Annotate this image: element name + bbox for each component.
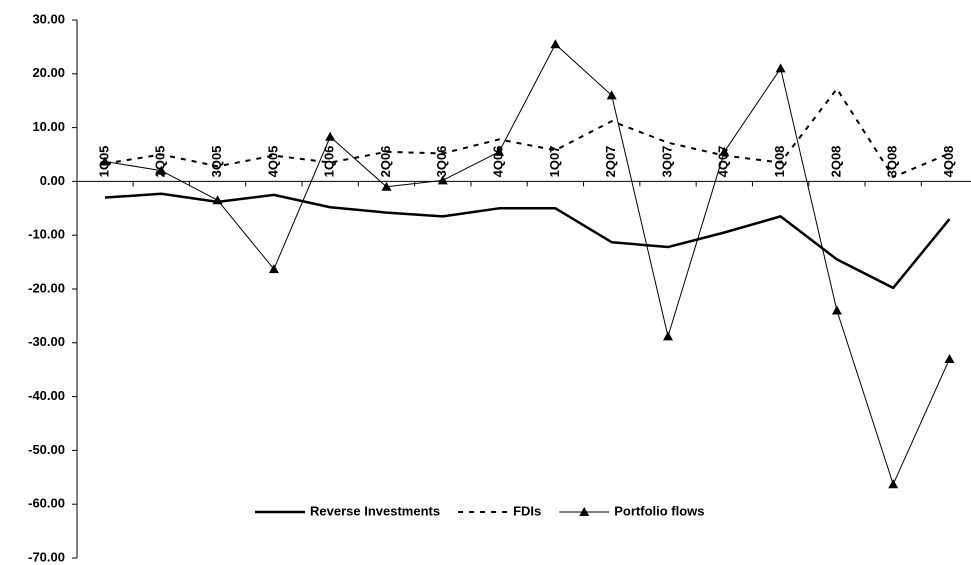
series-line (104, 43, 950, 485)
y-tick-label: -10.00 (28, 227, 65, 242)
x-tick-label: 2Q07 (603, 146, 618, 178)
point-marker (719, 146, 730, 156)
point-marker (494, 146, 505, 156)
y-tick-label: 0.00 (40, 173, 65, 188)
x-tick-label: 3Q08 (885, 146, 900, 178)
point-marker (268, 264, 279, 274)
point-marker (550, 39, 561, 49)
point-marker (606, 90, 617, 100)
x-tick-label: 3Q06 (434, 146, 449, 178)
legend-label: FDIs (513, 503, 541, 518)
point-marker (888, 479, 899, 489)
point-marker (437, 175, 448, 185)
x-tick-label: 4Q05 (265, 146, 280, 178)
x-tick-label: 2Q08 (828, 146, 843, 178)
point-marker (831, 305, 842, 315)
point-marker (325, 131, 336, 141)
series-line (104, 192, 951, 290)
legend-label: Portfolio flows (614, 503, 704, 518)
x-tick-label: 1Q06 (322, 146, 337, 178)
y-tick-label: 20.00 (32, 65, 65, 80)
point-marker (663, 331, 673, 341)
point-marker (100, 156, 110, 166)
x-tick-label: 1Q07 (547, 146, 562, 178)
y-tick-label: -60.00 (28, 496, 65, 511)
y-tick-label: -40.00 (28, 388, 65, 403)
point-marker (212, 195, 223, 205)
series-line (104, 87, 950, 179)
x-tick-label: 3Q07 (659, 146, 674, 178)
y-tick-label: 10.00 (32, 119, 65, 134)
point-marker (381, 181, 392, 191)
y-tick-label: 30.00 (32, 11, 65, 26)
point-marker (775, 63, 786, 73)
y-tick-label: -20.00 (28, 280, 65, 295)
x-tick-label: 4Q08 (941, 146, 956, 178)
point-marker (156, 165, 167, 175)
y-tick-label: -50.00 (28, 442, 65, 457)
y-tick-label: -70.00 (28, 549, 65, 564)
x-tick-label: 2Q06 (378, 146, 393, 178)
point-marker (944, 353, 955, 363)
legend-marker (579, 507, 590, 516)
legend-label: Reverse Investments (310, 503, 440, 518)
y-tick-label: -30.00 (28, 334, 65, 349)
x-tick-label: 3Q05 (209, 146, 224, 178)
